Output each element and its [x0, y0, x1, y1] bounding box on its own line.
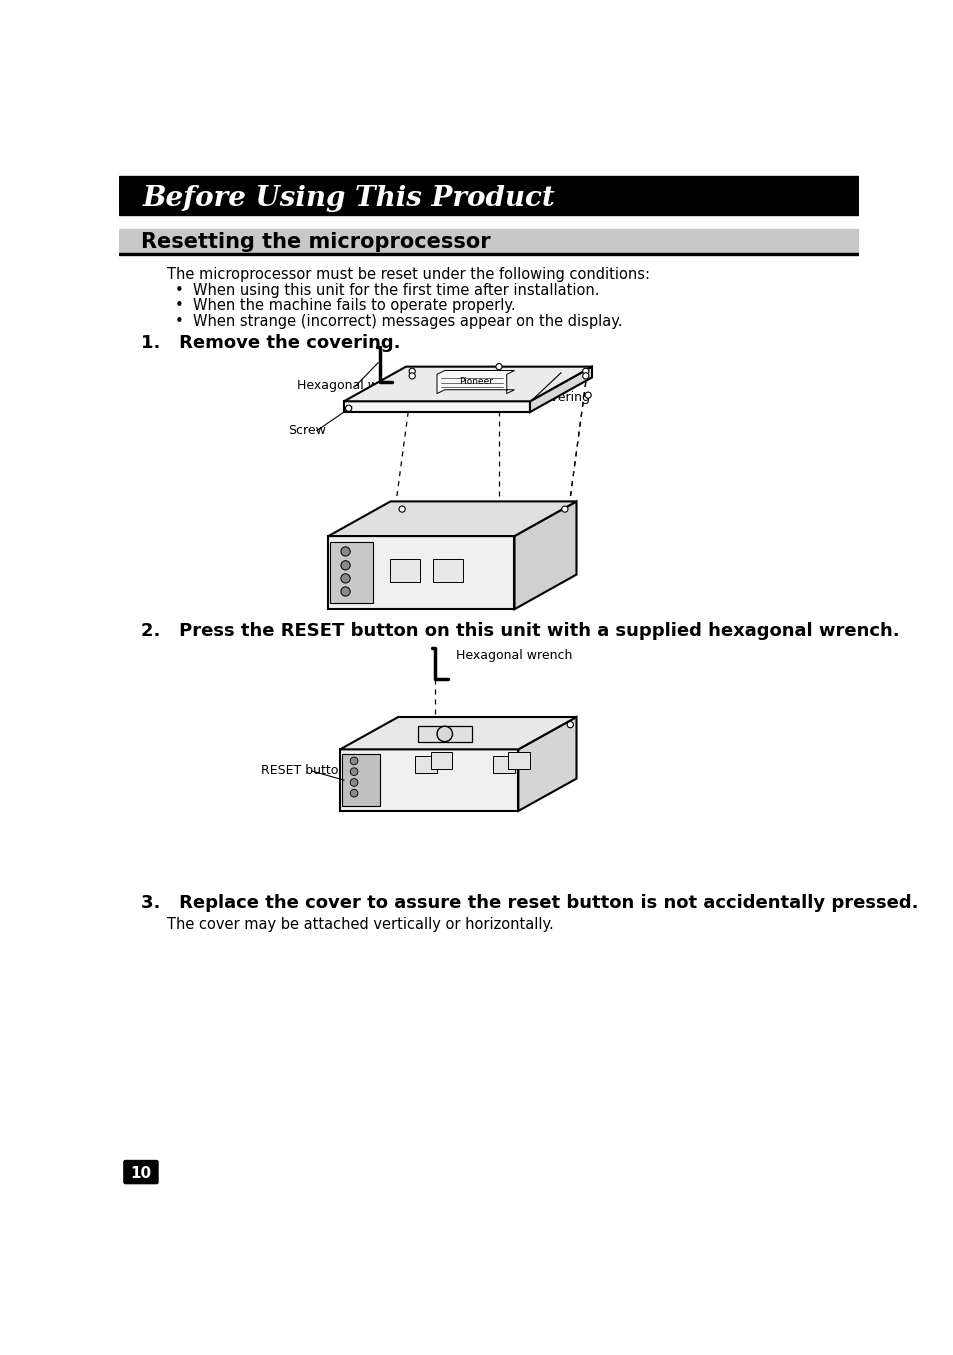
Text: •  When strange (incorrect) messages appear on the display.: • When strange (incorrect) messages appe… [174, 313, 622, 328]
Text: •  When the machine fails to operate properly.: • When the machine fails to operate prop… [174, 298, 516, 313]
Polygon shape [417, 726, 472, 741]
Polygon shape [514, 501, 576, 610]
Text: The microprocessor must be reset under the following conditions:: The microprocessor must be reset under t… [167, 267, 650, 282]
Text: 10: 10 [131, 1167, 152, 1182]
Polygon shape [436, 370, 514, 393]
Text: 3.   Replace the cover to assure the reset button is not accidentally pressed.: 3. Replace the cover to assure the reset… [141, 894, 918, 912]
Text: Pioneer: Pioneer [458, 377, 493, 386]
Circle shape [340, 587, 350, 596]
Text: RESET button: RESET button [261, 764, 346, 778]
Text: Before Using This Product: Before Using This Product [142, 186, 555, 213]
Circle shape [561, 505, 567, 512]
Circle shape [398, 505, 405, 512]
Text: Resetting the microprocessor: Resetting the microprocessor [141, 232, 490, 252]
Circle shape [436, 726, 452, 741]
Polygon shape [517, 717, 576, 810]
Circle shape [567, 722, 573, 728]
Bar [119, 176, 858, 215]
Bar [431, 752, 452, 770]
Circle shape [340, 547, 350, 556]
Text: 1.   Remove the covering.: 1. Remove the covering. [141, 333, 400, 351]
Circle shape [409, 373, 415, 379]
Text: •  When using this unit for the first time after installation.: • When using this unit for the first tim… [174, 283, 598, 298]
Circle shape [350, 757, 357, 764]
Circle shape [582, 373, 588, 379]
Circle shape [409, 369, 415, 374]
Circle shape [345, 405, 352, 412]
Bar [330, 542, 373, 603]
Bar [508, 752, 530, 770]
Text: The cover may be attached vertically or horizontally.: The cover may be attached vertically or … [167, 917, 554, 932]
Polygon shape [340, 749, 517, 810]
Polygon shape [328, 501, 576, 537]
Bar [341, 753, 380, 806]
Text: Covering: Covering [534, 392, 590, 404]
Polygon shape [340, 717, 576, 749]
Circle shape [340, 561, 350, 570]
Polygon shape [328, 537, 514, 610]
Circle shape [340, 573, 350, 583]
Circle shape [350, 779, 357, 786]
Polygon shape [344, 401, 530, 412]
Text: Screw: Screw [288, 424, 326, 438]
Circle shape [350, 790, 357, 797]
Text: Hexagonal wrench: Hexagonal wrench [456, 649, 572, 661]
Bar [433, 560, 462, 583]
Circle shape [584, 392, 591, 398]
Circle shape [582, 369, 588, 374]
Polygon shape [344, 367, 592, 401]
Polygon shape [530, 367, 592, 412]
Bar [415, 756, 436, 774]
Text: Hexagonal wrench: Hexagonal wrench [297, 379, 414, 393]
Circle shape [350, 768, 357, 775]
FancyBboxPatch shape [124, 1160, 158, 1184]
Text: 2.   Press the RESET button on this unit with a supplied hexagonal wrench.: 2. Press the RESET button on this unit w… [141, 622, 899, 640]
Circle shape [496, 363, 501, 370]
Bar [493, 756, 514, 774]
Bar [119, 253, 858, 255]
Bar [390, 560, 419, 583]
Bar [119, 229, 858, 253]
